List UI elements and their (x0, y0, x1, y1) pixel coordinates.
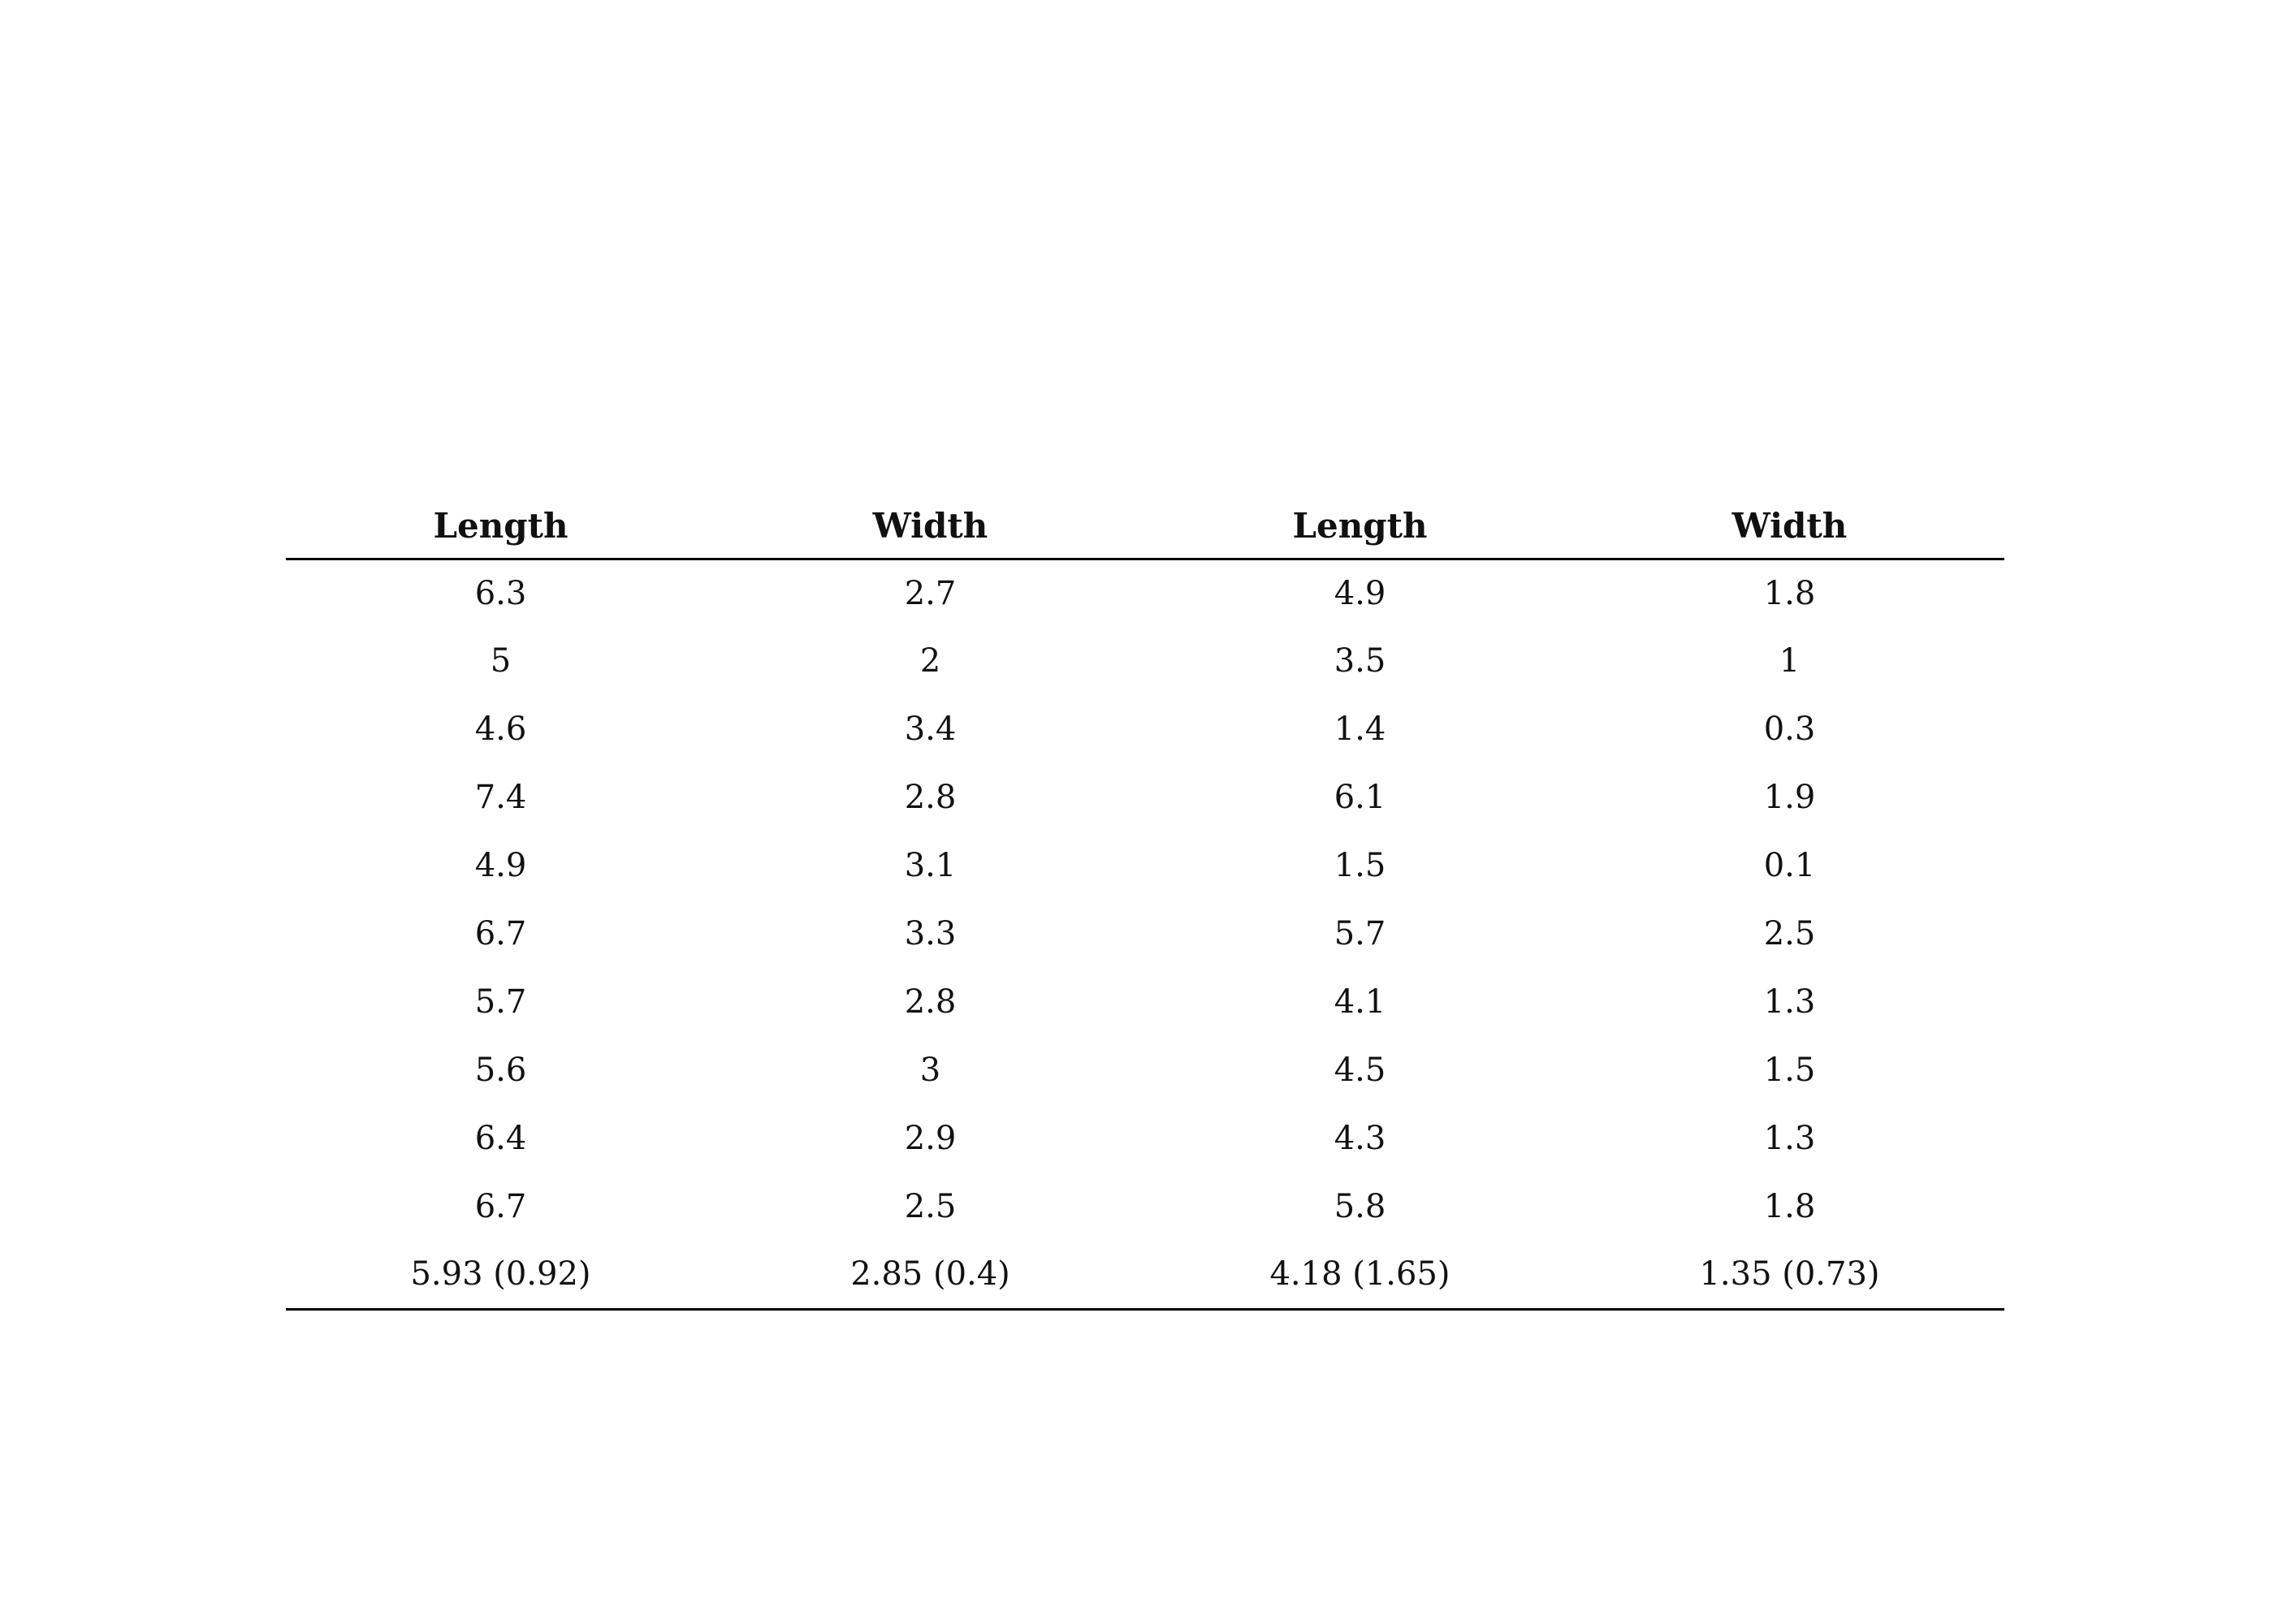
table-cell: 4.1 (1334, 983, 1386, 1021)
table-cell: 3.5 (1334, 642, 1386, 680)
table-cell: 7.4 (474, 779, 527, 816)
table-cell: 4.5 (1334, 1052, 1386, 1089)
header-row: Length Width Length Width (286, 494, 2004, 560)
summary-cell: 5.93 (0.92) (286, 1241, 715, 1311)
table-row: 6.3 2.7 4.9 1.8 (286, 559, 2004, 627)
table-cell: 2.5 (904, 1188, 957, 1225)
table-cell: 2.7 (904, 574, 957, 612)
table-cell: 2.8 (904, 779, 957, 816)
summary-cell: 4.18 (1.65) (1145, 1241, 1575, 1311)
table-cell: 6.7 (474, 915, 527, 952)
data-table: Length Width Length Width 6.3 2.7 4.9 1.… (286, 494, 2004, 1311)
table-cell: 3.3 (904, 915, 957, 952)
table-row: 7.4 2.8 6.1 1.9 (286, 763, 2004, 831)
table-cell: 2 (919, 642, 941, 680)
table-row: 5.6 3 4.5 1.5 (286, 1036, 2004, 1104)
table-cell: 2.5 (1763, 915, 1816, 952)
table-cell: 3.4 (904, 710, 957, 748)
table-container: Length Width Length Width 6.3 2.7 4.9 1.… (286, 494, 2004, 1311)
table-cell: 0.1 (1763, 847, 1816, 884)
table-cell: 5.6 (474, 1052, 527, 1089)
table-cell: 1 (1779, 642, 1801, 680)
table-cell: 1.3 (1763, 1120, 1816, 1157)
table-cell: 6.4 (474, 1120, 527, 1157)
table-cell: 6.7 (474, 1188, 527, 1225)
table-cell: 1.3 (1763, 983, 1816, 1021)
table-row: 4.6 3.4 1.4 0.3 (286, 695, 2004, 763)
table-cell: 6.3 (474, 574, 527, 612)
table-cell: 5 (490, 642, 512, 680)
table-cell: 0.3 (1763, 710, 1816, 748)
table-row: 5 2 3.5 1 (286, 627, 2004, 695)
column-header: Width (1575, 494, 2004, 560)
table-header: Length Width Length Width (286, 494, 2004, 560)
table-cell: 5.7 (474, 983, 527, 1021)
table-cell: 5.8 (1334, 1188, 1386, 1225)
summary-cell: 2.85 (0.4) (715, 1241, 1145, 1311)
column-header: Length (1145, 494, 1575, 560)
table-cell: 1.5 (1334, 847, 1386, 884)
column-header: Width (715, 494, 1145, 560)
table-cell: 1.5 (1763, 1052, 1816, 1089)
summary-row: 5.93 (0.92) 2.85 (0.4) 4.18 (1.65) 1.35 … (286, 1241, 2004, 1311)
table-cell: 1.4 (1334, 710, 1386, 748)
table-row: 6.7 2.5 5.8 1.8 (286, 1173, 2004, 1241)
table-cell: 4.9 (474, 847, 527, 884)
table-cell: 4.6 (474, 710, 527, 748)
table-row: 6.7 3.3 5.7 2.5 (286, 900, 2004, 968)
table-cell: 4.3 (1334, 1120, 1386, 1157)
table-cell: 1.8 (1763, 1188, 1816, 1225)
table-cell: 3.1 (904, 847, 957, 884)
table-row: 4.9 3.1 1.5 0.1 (286, 831, 2004, 900)
table-cell: 6.1 (1334, 779, 1386, 816)
table-body: 6.3 2.7 4.9 1.8 5 2 3.5 1 4.6 3.4 1.4 0.… (286, 559, 2004, 1311)
table-cell: 3 (919, 1052, 941, 1089)
table-cell: 2.8 (904, 983, 957, 1021)
table-row: 6.4 2.9 4.3 1.3 (286, 1104, 2004, 1173)
table-cell: 4.9 (1334, 574, 1386, 612)
table-cell: 2.9 (904, 1120, 957, 1157)
column-header: Length (286, 494, 715, 560)
table-cell: 1.8 (1763, 574, 1816, 612)
table-row: 5.7 2.8 4.1 1.3 (286, 968, 2004, 1036)
table-cell: 5.7 (1334, 915, 1386, 952)
table-cell: 1.9 (1763, 779, 1816, 816)
summary-cell: 1.35 (0.73) (1575, 1241, 2004, 1311)
